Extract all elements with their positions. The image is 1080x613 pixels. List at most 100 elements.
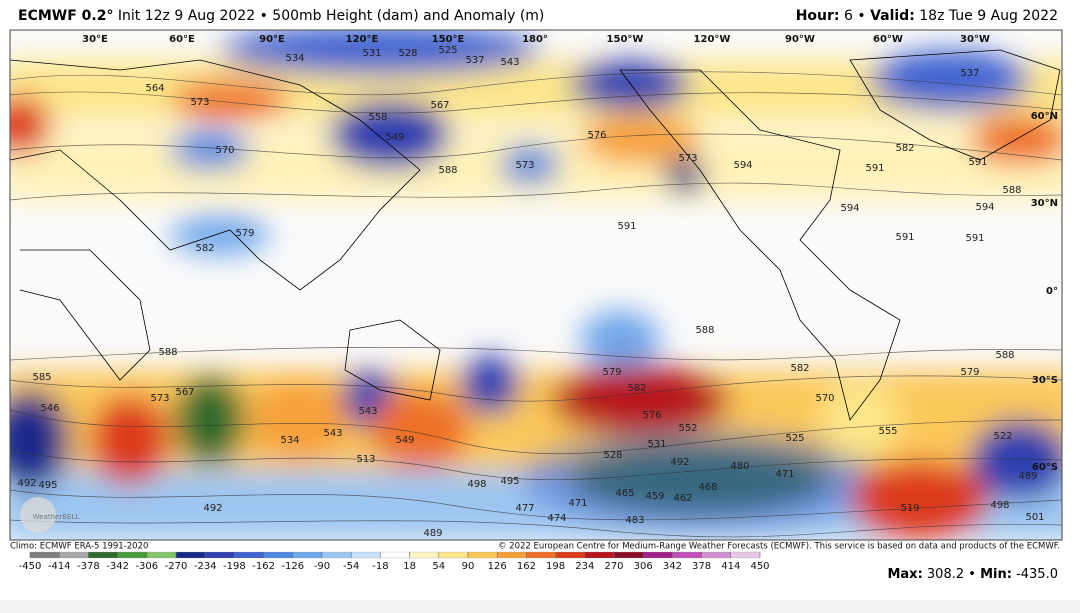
contour-label: 528 xyxy=(603,450,622,461)
colorbar-tick-label: -54 xyxy=(343,561,359,572)
contour-label: 582 xyxy=(790,363,809,374)
contour-label: 471 xyxy=(568,498,587,509)
max: 308.2 • xyxy=(927,567,976,582)
colorbar-tick-label: -162 xyxy=(252,561,275,572)
contour-label: 543 xyxy=(358,406,377,417)
colorbar-segment xyxy=(613,551,644,559)
colorbar-tick-label: -414 xyxy=(48,561,71,572)
colorbar-tick-label: -234 xyxy=(194,561,217,572)
contour-label: 549 xyxy=(395,435,414,446)
contour-label: 585 xyxy=(32,372,51,383)
min: -435.0 xyxy=(1016,567,1058,582)
longitude-label: 90°E xyxy=(259,34,285,45)
contour-label: 594 xyxy=(840,203,859,214)
colorbar-segment xyxy=(730,551,761,559)
contour-label: 582 xyxy=(627,383,646,394)
longitude-label: 90°W xyxy=(785,34,815,45)
contour-label: 483 xyxy=(625,515,644,526)
latitude-label: 60°S xyxy=(1032,462,1058,473)
colorbar-tick-label: 54 xyxy=(432,561,445,572)
colorbar-segment xyxy=(643,551,673,559)
colorbar-tick-label: 234 xyxy=(575,561,594,572)
colorbar-segment xyxy=(59,551,89,559)
contour-label: 576 xyxy=(587,130,606,141)
contour-label: 582 xyxy=(895,143,914,154)
contour-label: 591 xyxy=(865,163,884,174)
colorbar-segment xyxy=(88,551,118,559)
colorbar-segment xyxy=(380,551,410,559)
longitude-label: 120°W xyxy=(694,34,731,45)
contour-label: 591 xyxy=(617,221,636,232)
longitude-label: 180° xyxy=(522,34,548,45)
contour-label: 489 xyxy=(1018,471,1037,482)
contour-label: 477 xyxy=(515,503,534,514)
map-frame xyxy=(9,29,1063,541)
description: Init 12z 9 Aug 2022 • 500mb Height (dam)… xyxy=(118,8,545,24)
contour-label: 537 xyxy=(465,55,484,66)
contour-label: 492 xyxy=(203,503,222,514)
header-left: ECMWF 0.2° Init 12z 9 Aug 2022 • 500mb H… xyxy=(18,8,544,24)
contour-label: 555 xyxy=(878,426,897,437)
contour-label: 462 xyxy=(673,493,692,504)
contour-label: 495 xyxy=(38,480,57,491)
contour-label: 594 xyxy=(975,202,994,213)
colorbar-segment xyxy=(584,551,615,559)
contour-label: 567 xyxy=(175,387,194,398)
colorbar-tick-label: 18 xyxy=(403,561,416,572)
contour-label: 570 xyxy=(815,393,834,404)
colorbar: -450 -414 -378 -342 -306 -270 -234 -198 -162 -126… xyxy=(19,551,770,572)
colorbar-tick-label: -270 xyxy=(165,561,188,572)
weather-map-panel: ECMWF 0.2° Init 12z 9 Aug 2022 • 500mb H… xyxy=(0,0,1080,600)
colorbar-tick-label: 126 xyxy=(488,561,507,572)
contour-label: 471 xyxy=(775,469,794,480)
latitude-label: 30°S xyxy=(1032,375,1058,386)
colorbar-tick-label: 198 xyxy=(546,561,565,572)
contour-label: 531 xyxy=(362,48,381,59)
contour-label: 522 xyxy=(993,431,1012,442)
contour-label: 591 xyxy=(965,233,984,244)
longitude-label: 150°E xyxy=(432,34,465,45)
colorbar-segment xyxy=(701,551,731,559)
longitude-label: 150°W xyxy=(607,34,644,45)
hour-label: Hour: xyxy=(796,8,840,24)
colorbar-segment xyxy=(263,551,293,559)
contour-label: 588 xyxy=(695,325,714,336)
contour-label: 579 xyxy=(235,228,254,239)
contour-label: 489 xyxy=(423,528,442,539)
contour-label: 567 xyxy=(430,100,449,111)
colorbar-segment xyxy=(205,551,235,559)
contour-label: 594 xyxy=(733,160,752,171)
colorbar-segment xyxy=(292,551,323,559)
colorbar-tick-label: -306 xyxy=(135,561,158,572)
colorbar-segment xyxy=(438,551,469,559)
contour-label: 480 xyxy=(730,461,749,472)
climo: Climo: ECMWF ERA-5 1991-2020 xyxy=(10,542,148,552)
colorbar-tick-label: -450 xyxy=(19,561,42,572)
contour-label: 525 xyxy=(785,433,804,444)
copyright: © 2022 European Centre for Medium-Range … xyxy=(498,542,1060,552)
colorbar-segment xyxy=(497,551,527,559)
contour-label: 573 xyxy=(190,97,209,108)
contour-label: 525 xyxy=(438,45,457,56)
colorbar-segment xyxy=(29,551,60,559)
contour-label: 459 xyxy=(645,491,664,502)
colorbar-tick-label: -18 xyxy=(372,561,388,572)
contour-label: 588 xyxy=(995,350,1014,361)
colorbar-segment xyxy=(526,551,556,559)
contour-label: 492 xyxy=(17,478,36,489)
contour-label: 501 xyxy=(1025,512,1044,523)
contour-label: 495 xyxy=(500,476,519,487)
latitude-label: 0° xyxy=(1046,286,1058,297)
colorbar-tick-label: 450 xyxy=(750,561,769,572)
contour-label: 474 xyxy=(547,513,566,524)
contour-label: 537 xyxy=(960,68,979,79)
colorbar-segment xyxy=(234,551,264,559)
contour-label: 588 xyxy=(158,347,177,358)
valid-label: Valid: xyxy=(870,8,915,24)
contour-label: 591 xyxy=(968,157,987,168)
colorbar-tick-label: 414 xyxy=(721,561,740,572)
latitude-label: 60°N xyxy=(1031,111,1058,122)
contour-label: 468 xyxy=(698,482,717,493)
height-contours xyxy=(10,71,1062,538)
